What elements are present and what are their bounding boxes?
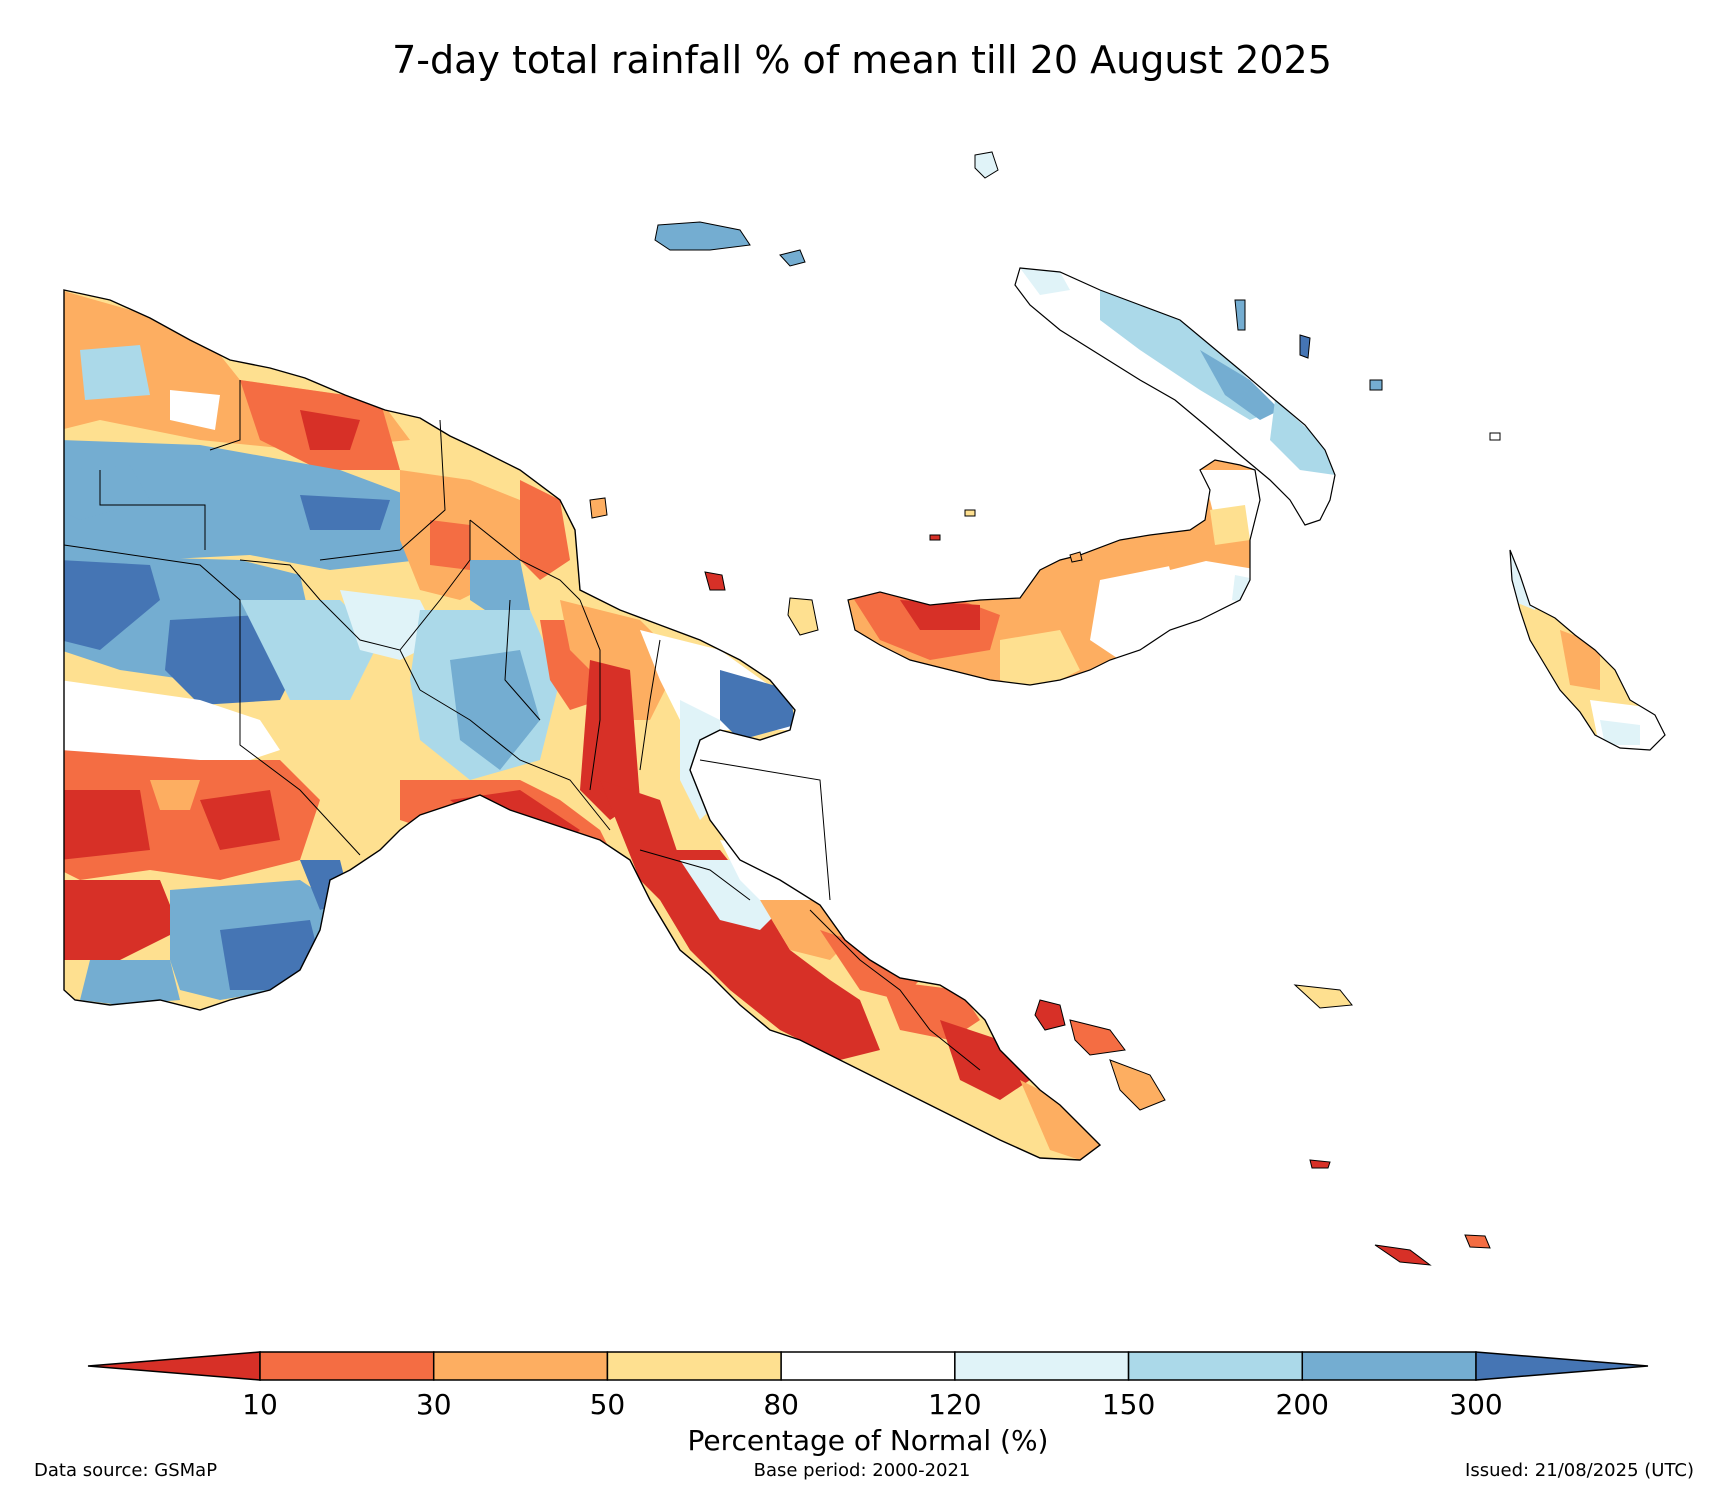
new-britain-island: [847, 459, 1261, 686]
colorbar-tick-label: 150: [1102, 1388, 1155, 1421]
colorbar-tick-label: 80: [763, 1388, 799, 1421]
colorbar-tick-label: 300: [1449, 1388, 1502, 1421]
colorbar-tick-label: 30: [416, 1388, 452, 1421]
colorbar-bin: [606, 1351, 782, 1381]
new-ireland-island: [1014, 267, 1336, 526]
colorbar-bin: [1127, 1351, 1304, 1381]
bougainville-island: [1509, 549, 1666, 751]
colorbar-tick-label: 200: [1276, 1388, 1329, 1421]
colorbar-bin: [780, 1351, 956, 1381]
mainland-new-guinea: [63, 289, 1102, 1161]
data-source-label: Data source: GSMaP: [34, 1460, 218, 1481]
colorbar-extend-low: [87, 1351, 261, 1381]
base-period-label: Base period: 2000-2021: [753, 1460, 971, 1481]
colorbar-bin: [954, 1351, 1130, 1381]
colorbar-tick-label: 10: [242, 1388, 278, 1421]
small-islands: [589, 151, 1501, 1266]
colorbar-title: Percentage of Normal (%): [688, 1424, 1049, 1457]
colorbar-bin: [1301, 1351, 1477, 1381]
colorbar-tick-label: 120: [928, 1388, 981, 1421]
colorbar-bin: [259, 1351, 435, 1381]
map-title: 7-day total rainfall % of mean till 20 A…: [392, 38, 1332, 82]
province-boundaries: [63, 380, 981, 1071]
colorbar-tick-label: 50: [590, 1388, 626, 1421]
colorbar: 10 30 50 80 120 150 200 300 Percentage of Normal…: [87, 1351, 1649, 1457]
issued-label: Issued: 21/08/2025 (UTC): [1465, 1460, 1694, 1481]
colorbar-bin: [432, 1351, 609, 1381]
colorbar-extend-high: [1475, 1351, 1649, 1381]
